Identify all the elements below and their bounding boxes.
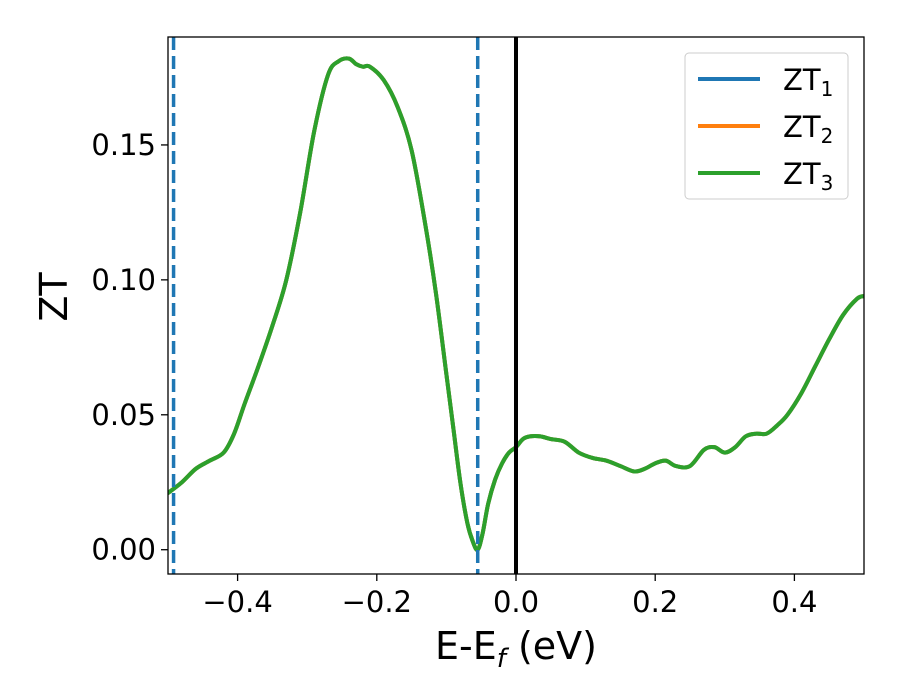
x-tick-label: 0.0 bbox=[493, 585, 539, 619]
y-tick-label: 0.05 bbox=[91, 398, 156, 432]
x-tick-label: 0.4 bbox=[771, 585, 817, 619]
x-tick-label: −0.2 bbox=[342, 585, 412, 619]
legend-label-zt3: ZT3 bbox=[783, 157, 833, 195]
legend-label-zt1: ZT1 bbox=[783, 63, 833, 101]
y-tick-label: 0.10 bbox=[91, 263, 156, 297]
series-line-zt3 bbox=[168, 56, 864, 552]
x-axis-title-main: E-E bbox=[435, 624, 497, 668]
axes: −0.4 −0.2 0.0 0.2 0.4 0.00 0.05 0.10 0.15 bbox=[91, 36, 865, 619]
y-tick-label: 0.00 bbox=[91, 533, 156, 567]
plot-clip-group bbox=[168, 37, 864, 574]
x-tick-label: −0.4 bbox=[202, 585, 272, 619]
x-axis-title-unit: (eV) bbox=[506, 624, 597, 668]
y-tick-label: 0.15 bbox=[91, 128, 156, 162]
legend: ZT1 ZT2 ZT3 bbox=[684, 52, 849, 200]
legend-label-zt2: ZT2 bbox=[783, 110, 833, 148]
x-axis-title: E-Ef (eV) bbox=[435, 624, 597, 674]
x-tick-label: 0.2 bbox=[632, 585, 678, 619]
plot-area bbox=[168, 37, 864, 574]
legend-box bbox=[684, 52, 849, 200]
y-axis-title: ZT bbox=[32, 272, 76, 322]
